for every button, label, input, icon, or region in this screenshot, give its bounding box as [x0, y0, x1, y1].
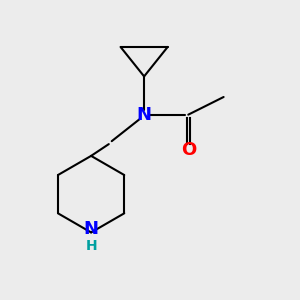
Text: N: N [136, 106, 152, 124]
Text: H: H [85, 239, 97, 253]
Text: O: O [181, 141, 196, 159]
Text: N: N [84, 220, 99, 238]
